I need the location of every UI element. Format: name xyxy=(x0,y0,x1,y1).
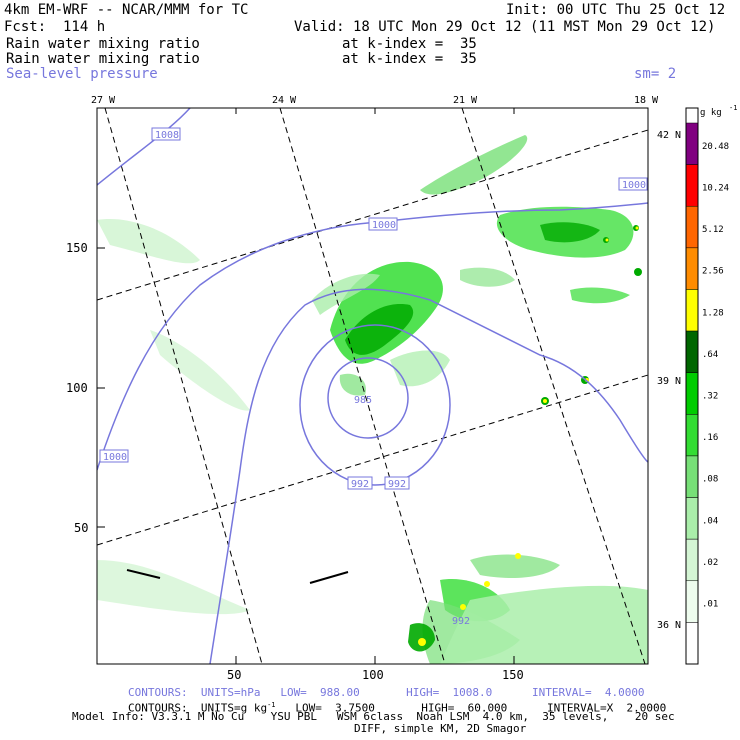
lon-labels: 27 W 24 W 21 W 18 W xyxy=(91,95,659,106)
rain-contour-units-exp: -1 xyxy=(267,701,276,709)
y-tick-label: 50 xyxy=(74,521,88,535)
colorbar-level-label: .16 xyxy=(702,433,718,443)
contour-label: 992 xyxy=(351,479,369,490)
colorbar-swatch xyxy=(685,372,699,415)
colorbar-level-label: .32 xyxy=(702,391,718,401)
x-tick-label: 100 xyxy=(362,668,384,682)
lat-lon-grid xyxy=(97,108,648,664)
colorbar-unit-exp: -1 xyxy=(729,104,737,112)
axis-ticks xyxy=(97,108,515,664)
x-tick-label: 150 xyxy=(502,668,524,682)
contour-label: 985 xyxy=(354,395,372,406)
rain-contour-info: CONTOURS: UNITS=g kg-1 LOW= 3.7500 HIGH=… xyxy=(128,699,666,715)
plot-area xyxy=(97,108,648,664)
rain-contour-range: LOW= 3.7500 HIGH= 60.000 INTERVAL=X 2.00… xyxy=(275,701,667,715)
colorbar-level-label: 1.28 xyxy=(702,308,724,318)
colorbar-unit: g kg xyxy=(700,108,722,118)
colorbar-level-label: 5.12 xyxy=(702,225,724,235)
y-tick-label: 100 xyxy=(66,381,88,395)
lon-label: 18 W xyxy=(634,95,659,106)
colorbar-swatch xyxy=(685,538,699,582)
colorbar-level-label: 2.56 xyxy=(702,267,724,277)
field-level-2: at k-index = 35 xyxy=(342,51,477,67)
model-info-diff: DIFF, simple KM, 2D Smagor xyxy=(354,722,527,735)
colorbar-swatch xyxy=(685,497,699,540)
slp-contour-info: CONTOURS: UNITS=hPa LOW= 988.00 HIGH= 10… xyxy=(128,686,645,699)
model-title: 4km EM-WRF -- NCAR/MMM for TC xyxy=(4,2,249,18)
lat-label: 39 N xyxy=(657,376,681,387)
colorbar-swatch xyxy=(685,247,699,290)
lon-label: 21 W xyxy=(453,95,478,106)
contour-label: 992 xyxy=(388,479,406,490)
colorbar-level-label: 20.48 xyxy=(702,142,729,152)
field-label-1: Rain water mixing ratio xyxy=(6,36,200,52)
contour-labels: 1008 1000 1000 1000 985 992 992 992 xyxy=(99,127,648,627)
contour-label: 992 xyxy=(452,616,470,627)
model-info: Model Info: V3.3.1 M No Cu YSU PBL WSM 6… xyxy=(72,710,675,723)
y-tick-label: 150 xyxy=(66,241,88,255)
valid-time: Valid: 18 UTC Mon 29 Oct 12 (11 MST Mon … xyxy=(294,19,716,35)
colorbar-level-label: .08 xyxy=(702,475,718,485)
rain-contour-units: CONTOURS: UNITS=g kg xyxy=(128,701,268,715)
lon-label: 24 W xyxy=(272,95,297,106)
colorbar: g kg -1 20.48 10.24 5.12 2.56 1.28 .64 .32 .16.… xyxy=(685,104,737,665)
colorbar-level-label: .01 xyxy=(702,600,718,610)
colorbar-swatch xyxy=(685,289,699,332)
colorbar-swatch xyxy=(685,580,699,623)
x-tick-label: 50 xyxy=(227,668,241,682)
lat-label: 42 N xyxy=(657,130,681,141)
init-time: Init: 00 UTC Thu 25 Oct 12 xyxy=(506,2,726,18)
forecast-hour: Fcst: 114 h xyxy=(4,19,106,35)
lat-label: 36 N xyxy=(657,620,681,631)
colorbar-swatch xyxy=(685,455,699,498)
colorbar-swatch xyxy=(685,164,699,207)
field-label-3: Sea-level pressure xyxy=(6,66,158,82)
slp-contours xyxy=(97,108,648,664)
contour-label: 1000 xyxy=(622,180,646,191)
plot-frame xyxy=(96,107,649,665)
colorbar-level-label: .04 xyxy=(702,516,718,526)
colorbar-swatch xyxy=(685,414,699,457)
wind-barb xyxy=(309,571,349,584)
contour-label: 1000 xyxy=(372,220,396,231)
colorbar-level-label: 10.24 xyxy=(702,183,729,193)
field-label-2: Rain water mixing ratio xyxy=(6,51,200,67)
colorbar-level-label: .02 xyxy=(702,558,718,568)
rain-field xyxy=(97,135,648,664)
field-level-1: at k-index = 35 xyxy=(342,36,477,52)
colorbar-level-label: .64 xyxy=(702,350,718,360)
colorbar-swatch xyxy=(685,330,699,373)
colorbar-swatch xyxy=(685,122,699,165)
contour-label: 1000 xyxy=(103,452,127,463)
lon-label: 27 W xyxy=(91,95,116,106)
colorbar-swatch xyxy=(685,205,699,249)
colorbar-swatch xyxy=(685,622,699,665)
lat-labels: 42 N 39 N 36 N xyxy=(657,130,681,631)
contour-label: 1008 xyxy=(155,130,179,141)
grid-index-labels: 50 100 150 150 100 50 xyxy=(66,241,524,682)
smoothing-label: sm= 2 xyxy=(634,66,677,82)
wind-barb xyxy=(126,569,161,579)
